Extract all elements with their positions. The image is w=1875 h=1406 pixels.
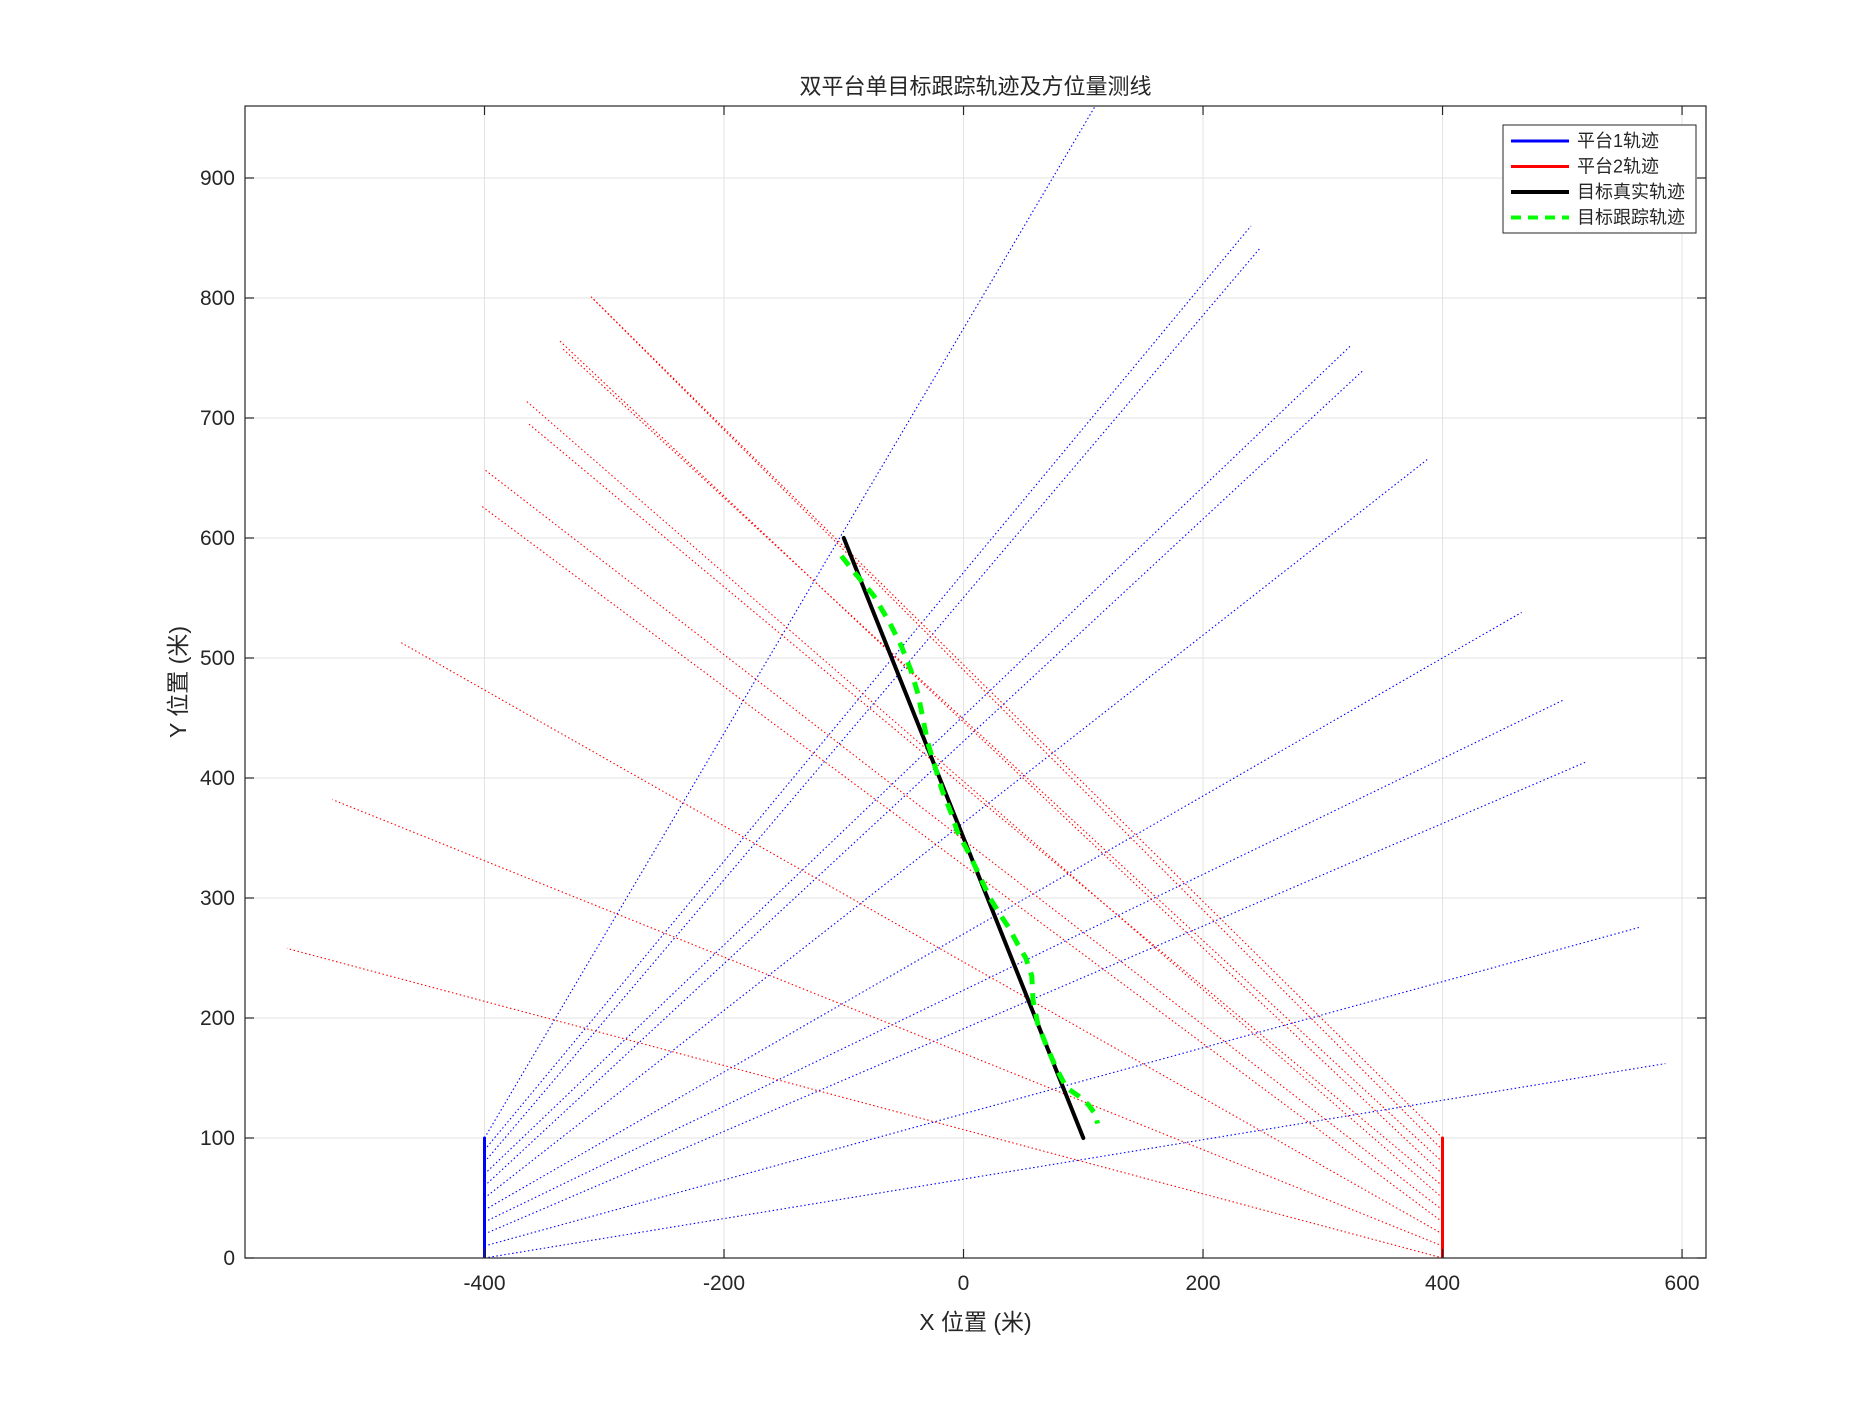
y-tick-label: 400 bbox=[200, 767, 235, 790]
legend-item-platform1: 平台1轨迹 bbox=[1511, 131, 1659, 151]
bearing-line-platform2 bbox=[589, 295, 1443, 1151]
x-tick-label: -200 bbox=[703, 1272, 745, 1295]
legend-label: 平台2轨迹 bbox=[1577, 157, 1659, 177]
y-tick-label: 100 bbox=[200, 1127, 235, 1150]
x-axis-label: X 位置 (米) bbox=[919, 1309, 1031, 1335]
y-tick-label: 300 bbox=[200, 887, 235, 910]
y-axis-label: Y 位置 (米) bbox=[165, 626, 191, 738]
y-tick-label: 700 bbox=[200, 407, 235, 430]
bearing-line-platform1 bbox=[484, 225, 1252, 1151]
y-tick-label: 600 bbox=[200, 527, 235, 550]
y-tick-label: 900 bbox=[200, 167, 235, 190]
legend-label: 目标跟踪轨迹 bbox=[1577, 208, 1685, 228]
legend-box bbox=[1502, 124, 1697, 234]
grid bbox=[245, 106, 1706, 1259]
y-tick-label: 0 bbox=[223, 1247, 235, 1270]
y-tick-label: 800 bbox=[200, 287, 235, 310]
bearing-line-platform2 bbox=[558, 339, 1443, 1175]
bearing-line-platform1 bbox=[484, 611, 1522, 1211]
y-tick-label: 500 bbox=[200, 647, 235, 670]
x-tick-label: 600 bbox=[1665, 1272, 1700, 1295]
x-tick-label: 200 bbox=[1186, 1272, 1221, 1295]
x-tick-label: 0 bbox=[958, 1272, 970, 1295]
bearing-lines bbox=[286, 106, 1666, 1258]
plot-frame bbox=[244, 105, 1707, 1259]
legend-label: 平台1轨迹 bbox=[1577, 131, 1659, 151]
legend-item-platform2: 平台2轨迹 bbox=[1511, 157, 1659, 177]
x-tick-label: 400 bbox=[1425, 1272, 1460, 1295]
series-target-tracking-track bbox=[839, 554, 1101, 1125]
bearing-line-platform2 bbox=[591, 297, 1443, 1139]
y-tick-label: 200 bbox=[200, 1007, 235, 1030]
series bbox=[483, 536, 1444, 1258]
bearing-line-platform2 bbox=[332, 799, 1443, 1247]
bearing-line-platform2 bbox=[286, 947, 1443, 1258]
legend-item-target-true: 目标真实轨迹 bbox=[1511, 182, 1685, 202]
chart-title: 双平台单目标跟踪轨迹及方位量测线 bbox=[799, 74, 1151, 99]
legend-label: 目标真实轨迹 bbox=[1577, 182, 1685, 202]
x-tick-label: -400 bbox=[463, 1272, 505, 1295]
bearing-line-platform1 bbox=[484, 1063, 1666, 1258]
legend-item-target-track: 目标跟踪轨迹 bbox=[1511, 208, 1685, 228]
ticks: -400 -200 0 200 400 600 0 100 200 300 400 500 600 700… bbox=[200, 106, 1706, 1295]
